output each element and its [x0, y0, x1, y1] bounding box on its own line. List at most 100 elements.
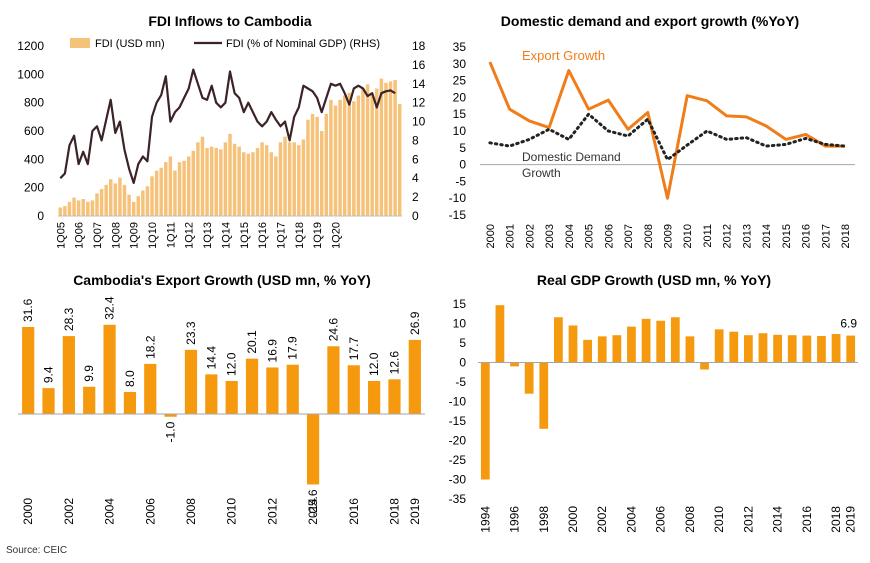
- chart1-ytick: 800: [24, 96, 44, 110]
- chart1-bar: [159, 167, 163, 216]
- chart1-bar: [379, 78, 384, 216]
- chart3-xtick: 2019: [408, 498, 422, 525]
- chart4-ytick: -20: [449, 434, 467, 448]
- chart4-ytick: -5: [455, 375, 466, 389]
- chart3-data-label: -1.0: [164, 421, 178, 442]
- chart3-bar: [62, 336, 75, 414]
- chart4-xtick: 2014: [771, 506, 785, 533]
- chart1-bar: [246, 153, 251, 216]
- chart1-bar: [365, 84, 370, 216]
- chart4-ytick: -30: [449, 473, 467, 487]
- chart1-bar: [283, 136, 287, 216]
- chart1-xtick: 1Q07: [92, 222, 104, 249]
- chart4-xtick: 2008: [683, 506, 697, 533]
- chart3-xtick: 2004: [103, 498, 117, 525]
- chart2-ytick: 0: [459, 158, 466, 172]
- chart1-bar: [333, 105, 338, 216]
- chart1-legend-bar-label: FDI (USD mn): [95, 38, 165, 50]
- chart3-xtick: 2000: [21, 498, 35, 525]
- chart3-bar: [184, 349, 198, 414]
- chart3-xtick: 2014: [306, 498, 320, 525]
- chart1-bar: [72, 197, 76, 216]
- chart1-bar: [177, 162, 182, 216]
- chart1-bar: [164, 162, 168, 216]
- chart2-xtick: 2009: [663, 224, 675, 248]
- chart1-bar: [104, 184, 108, 216]
- source-note: Source: CEIC: [6, 545, 68, 556]
- chart3-data-label: 23.3: [184, 321, 198, 345]
- chart1-bar: [209, 146, 214, 216]
- chart3-data-label: 31.6: [21, 298, 35, 322]
- chart1-bar: [200, 136, 205, 216]
- chart4-bar: [744, 335, 753, 363]
- chart4-bar: [773, 334, 782, 363]
- chart4-xtick: 2018: [829, 506, 843, 533]
- chart1-xtick: 1Q16: [257, 222, 269, 249]
- chart1-bar: [297, 145, 301, 216]
- chart2-domestic-line: [488, 112, 847, 162]
- chart2-ytick: 15: [453, 107, 467, 121]
- chart2-xtick: 2007: [623, 224, 635, 248]
- chart1-bar: [310, 114, 315, 216]
- chart4-ytick: 0: [459, 356, 466, 370]
- chart1-bar: [269, 152, 274, 216]
- chart1-bar: [205, 148, 209, 216]
- chart1-bar: [127, 194, 131, 216]
- chart1-bar: [118, 177, 122, 216]
- chart1-bar: [388, 81, 393, 217]
- chart1-xtick: 1Q20: [330, 222, 342, 249]
- chart3-bar: [42, 388, 55, 414]
- chart4-xtick: 1998: [537, 506, 551, 533]
- chart2-ytick: -5: [455, 174, 466, 188]
- chart1-bar: [86, 201, 90, 216]
- chart4-bar: [802, 335, 812, 363]
- chart1-xtick: 1Q13: [202, 222, 214, 249]
- chart4-bar: [758, 333, 768, 363]
- chart3-data-label: 17.9: [286, 336, 300, 360]
- chart1-bar: [95, 193, 99, 216]
- chart1-bar: [264, 145, 269, 216]
- chart1-bar: [338, 99, 342, 216]
- chart1-bar: [196, 142, 200, 216]
- chart1-bar: [319, 131, 324, 216]
- chart1-bar: [81, 199, 85, 216]
- chart1-y2tick: 4: [412, 171, 419, 185]
- chart4-bar: [700, 362, 709, 370]
- chart1-bar: [370, 94, 374, 216]
- chart4-bar: [480, 362, 490, 480]
- chart1-xtick: 1Q15: [239, 222, 251, 249]
- chart1-bar: [274, 156, 278, 216]
- chart4-bar: [685, 336, 695, 363]
- chart3-bar: [103, 324, 116, 414]
- chart2-title: Domestic demand and export growth (%YoY): [501, 13, 799, 29]
- chart2-export-line: [488, 61, 846, 200]
- chart1-bar: [76, 200, 81, 216]
- chart2-xtick: 2005: [584, 224, 596, 248]
- chart3-bar: [205, 374, 218, 414]
- chart4-xtick: 2016: [800, 506, 814, 533]
- chart2-xtick: 2011: [702, 224, 714, 248]
- chart1-ytick: 400: [24, 152, 44, 166]
- chart2-xtick: 2013: [741, 224, 753, 248]
- chart1-bar: [219, 149, 223, 216]
- chart1-bar: [63, 206, 67, 216]
- chart1-y2tick: 16: [412, 58, 426, 72]
- chart1-ytick: 0: [37, 209, 44, 223]
- chart2-domestic-label-2: Growth: [522, 166, 561, 180]
- chart3-data-label: 28.3: [62, 307, 76, 331]
- chart1-bar: [301, 139, 306, 216]
- chart2-xtick: 2004: [564, 224, 576, 248]
- chart1-bar: [150, 176, 154, 216]
- chart1-bar: [393, 80, 397, 216]
- chart1-bar: [182, 160, 186, 216]
- chart2-xtick: 2017: [820, 224, 832, 248]
- chart3-data-label: -25.6: [306, 489, 320, 517]
- chart3-data-label: 14.4: [204, 346, 218, 370]
- chart4-bar: [612, 335, 622, 363]
- chart3-data-label: 9.4: [42, 366, 56, 383]
- chart4-bar: [729, 331, 739, 363]
- chart3-data-label: 17.7: [347, 337, 361, 361]
- chart4-xtick: 2010: [712, 506, 726, 533]
- chart2-export-label: Export Growth: [522, 48, 605, 63]
- chart3-bar: [327, 346, 340, 414]
